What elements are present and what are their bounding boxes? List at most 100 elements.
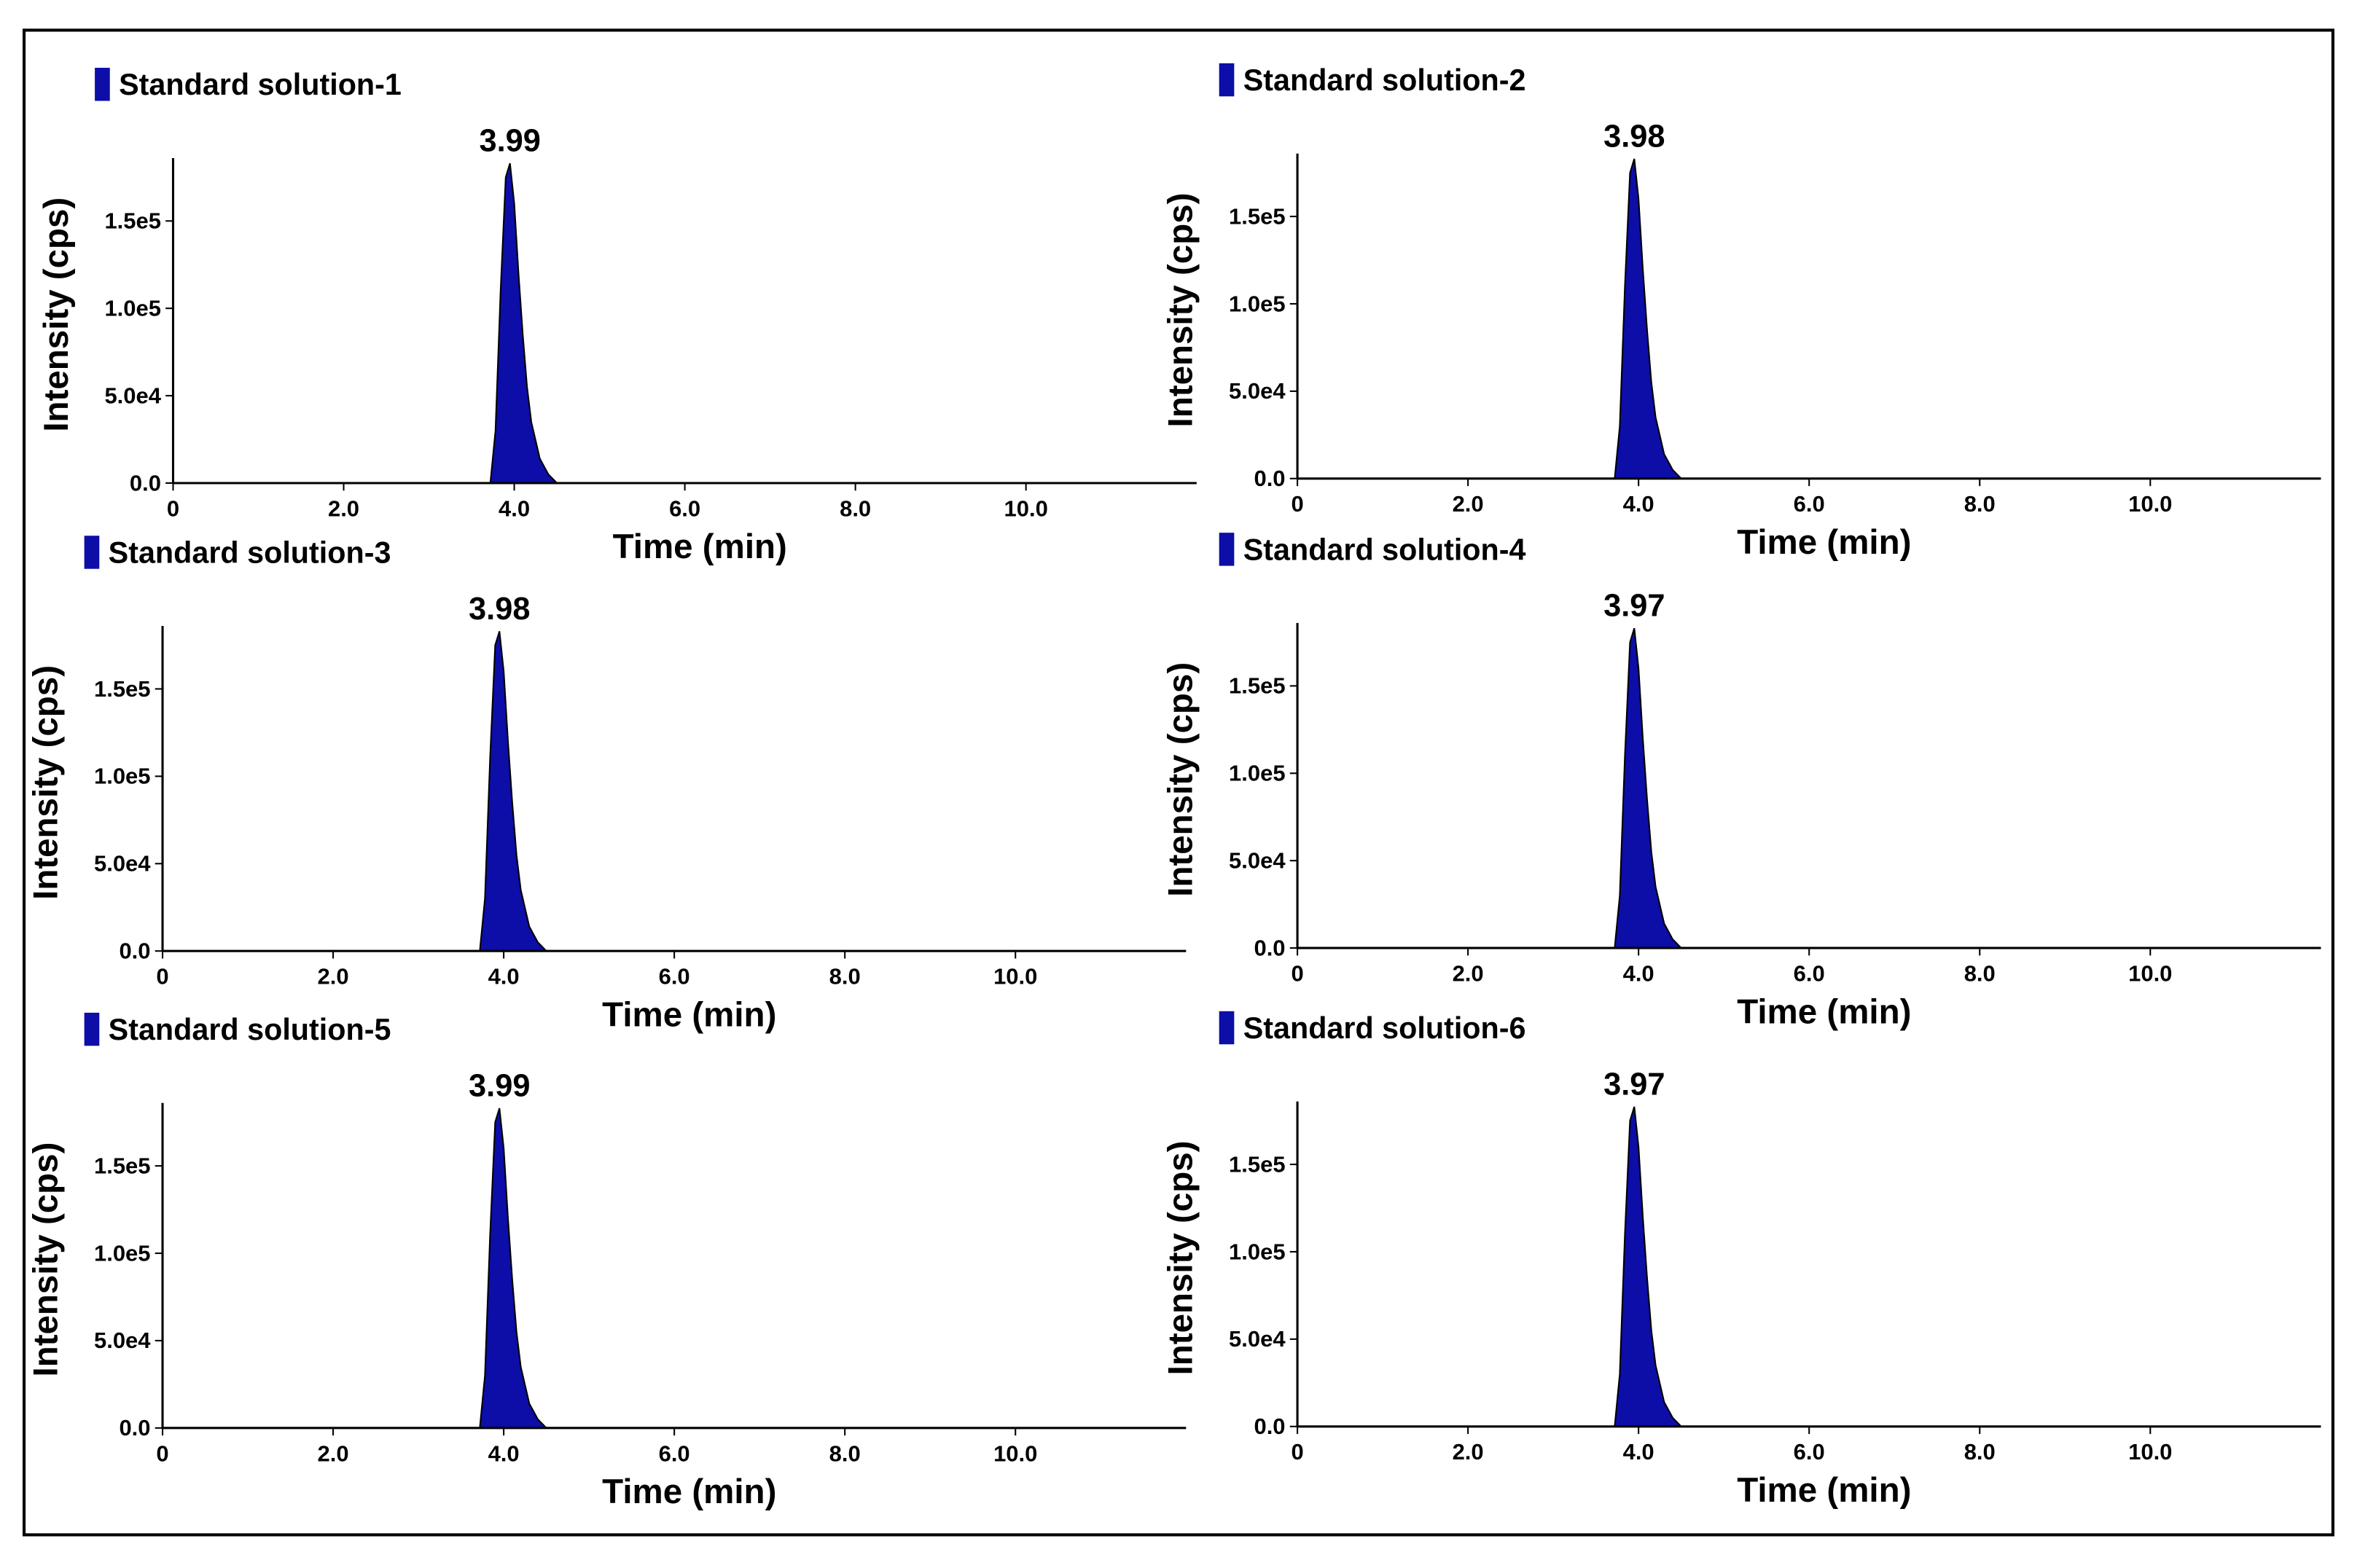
y-tick-label: 0.0	[130, 470, 161, 495]
y-tick-label: 0.0	[1254, 466, 1285, 491]
panel: Standard solution-6 0.0 5.0e4 1.0e5 1.5e5 0 2.…	[1162, 1011, 2321, 1510]
x-tick-label: 2.0	[328, 495, 359, 521]
peak-annotation: 3.99	[480, 124, 541, 159]
peak-annotation: 3.99	[469, 1068, 530, 1103]
legend-swatch	[1219, 63, 1235, 97]
x-tick-label: 0	[1291, 961, 1303, 987]
x-tick-label: 10.0	[2128, 1439, 2172, 1465]
x-tick-label: 2.0	[1453, 491, 1484, 517]
legend-label: Standard solution-1	[119, 68, 402, 101]
y-tick-label: 1.0e5	[1229, 1239, 1286, 1264]
x-tick-label: 10.0	[993, 1440, 1037, 1466]
peak-area	[163, 631, 1187, 952]
x-tick-label: 8.0	[829, 1440, 861, 1466]
x-tick-label: 2.0	[318, 964, 349, 989]
y-tick-label: 1.0e5	[94, 764, 151, 789]
x-tick-label: 6.0	[1794, 491, 1825, 517]
x-tick-label: 4.0	[488, 1440, 520, 1466]
x-axis-label: Time (min)	[602, 995, 776, 1034]
x-tick-label: 0	[1291, 491, 1303, 517]
x-tick-label: 8.0	[829, 964, 861, 989]
y-tick-label: 1.5e5	[94, 1153, 151, 1178]
x-tick-label: 4.0	[1623, 491, 1654, 517]
x-axis-label: Time (min)	[613, 528, 787, 566]
peak-area	[1297, 158, 2321, 479]
x-tick-label: 6.0	[669, 495, 700, 521]
x-tick-label: 0	[167, 495, 179, 521]
x-tick-label: 8.0	[1964, 1439, 1996, 1465]
legend-label: Standard solution-6	[1243, 1011, 1526, 1045]
y-tick-label: 1.0e5	[1229, 291, 1286, 316]
y-tick-label: 1.0e5	[1229, 761, 1286, 786]
x-axis-label: Time (min)	[1737, 992, 1911, 1031]
y-tick-label: 1.0e5	[94, 1240, 151, 1266]
x-tick-label: 2.0	[318, 1440, 349, 1466]
x-tick-label: 4.0	[1623, 961, 1654, 987]
panel: Standard solution-5 0.0 5.0e4 1.0e5 1.5e5 0 2.…	[26, 1012, 1187, 1511]
y-axis-label: Intensity (cps)	[1162, 1141, 1200, 1376]
x-tick-label: 6.0	[659, 1440, 690, 1466]
peak-annotation: 3.97	[1603, 1067, 1665, 1102]
x-tick-label: 6.0	[1794, 1439, 1825, 1465]
panel: Standard solution-3 0.0 5.0e4 1.0e5 1.5e5 0 2.…	[26, 536, 1187, 1034]
x-tick-label: 2.0	[1453, 961, 1484, 987]
y-tick-label: 5.0e4	[1229, 848, 1286, 874]
frame	[22, 28, 2334, 1537]
peak-area	[173, 162, 1197, 485]
panel: Standard solution-2 0.0 5.0e4 1.0e5 1.5e5 0 2.…	[1162, 63, 2321, 562]
legend-swatch	[95, 68, 110, 101]
panel: Standard solution-4 0.0 5.0e4 1.0e5 1.5e5 0 2.…	[1162, 533, 2321, 1031]
x-axis-label: Time (min)	[1737, 523, 1911, 562]
peak-area	[163, 1108, 1187, 1429]
y-tick-label: 0.0	[1254, 935, 1285, 960]
y-axis-label: Intensity (cps)	[26, 1142, 65, 1377]
legend-label: Standard solution-2	[1243, 63, 1526, 97]
x-tick-label: 8.0	[1964, 491, 1996, 517]
legend-swatch	[1219, 533, 1235, 566]
y-tick-label: 0.0	[1254, 1414, 1285, 1439]
x-tick-label: 6.0	[1794, 961, 1825, 987]
y-tick-label: 5.0e4	[94, 851, 151, 877]
x-tick-label: 4.0	[488, 964, 520, 989]
panel: Standard solution-1 0.0 5.0e4 1.0e5 1.5e5 0 2.…	[37, 68, 1197, 566]
y-tick-label: 0.0	[119, 1415, 150, 1440]
y-tick-label: 1.5e5	[94, 676, 151, 702]
x-tick-label: 4.0	[499, 495, 530, 521]
legend-label: Standard solution-3	[109, 536, 391, 569]
x-tick-label: 10.0	[993, 964, 1037, 989]
x-tick-label: 10.0	[1004, 495, 1048, 521]
x-tick-label: 2.0	[1453, 1439, 1484, 1465]
x-tick-label: 10.0	[2128, 961, 2172, 987]
legend-swatch	[84, 536, 100, 569]
legend-label: Standard solution-5	[109, 1013, 391, 1046]
y-tick-label: 1.5e5	[1229, 203, 1286, 229]
peak-annotation: 3.98	[469, 592, 530, 627]
y-tick-label: 5.0e4	[104, 383, 161, 408]
peak-area	[1297, 1106, 2321, 1427]
x-tick-label: 4.0	[1623, 1439, 1654, 1465]
x-tick-label: 0	[156, 1440, 168, 1466]
y-tick-label: 5.0e4	[1229, 378, 1286, 404]
y-tick-label: 1.5e5	[104, 208, 161, 234]
legend-swatch	[84, 1012, 100, 1046]
x-tick-label: 8.0	[1964, 961, 1996, 987]
y-tick-label: 1.5e5	[1229, 673, 1286, 699]
y-axis-label: Intensity (cps)	[1162, 662, 1200, 897]
y-axis-label: Intensity (cps)	[1162, 193, 1200, 428]
y-tick-label: 0.0	[119, 938, 150, 964]
peak-annotation: 3.98	[1603, 119, 1665, 154]
x-tick-label: 0	[156, 964, 168, 989]
x-axis-label: Time (min)	[1737, 1471, 1911, 1510]
peak-area	[1297, 627, 2321, 949]
y-tick-label: 5.0e4	[1229, 1326, 1286, 1352]
y-axis-label: Intensity (cps)	[26, 665, 65, 900]
x-tick-label: 10.0	[2128, 491, 2172, 517]
legend-swatch	[1219, 1011, 1235, 1045]
x-tick-label: 8.0	[840, 495, 871, 521]
peak-annotation: 3.97	[1603, 589, 1665, 624]
y-tick-label: 1.5e5	[1229, 1151, 1286, 1177]
x-axis-label: Time (min)	[602, 1473, 776, 1511]
x-tick-label: 0	[1291, 1439, 1303, 1465]
